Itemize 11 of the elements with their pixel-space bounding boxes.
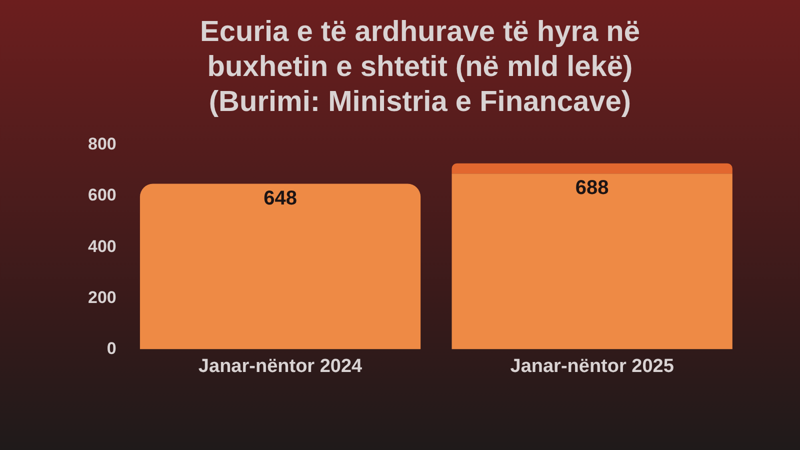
y-tick-label: 400 xyxy=(88,236,116,256)
y-tick-label: 800 xyxy=(88,134,116,154)
data-label: 648 xyxy=(264,187,297,210)
y-tick-label: 0 xyxy=(106,338,116,358)
text: (Burimi: Ministria e Financave) xyxy=(208,85,632,120)
data-label: 688 xyxy=(575,177,609,200)
y-tick-label: 200 xyxy=(88,288,116,307)
chart-title: Ecuria e të ardhurave të hyra në buxhetin e shtetit (në mld lekë) xyxy=(198,15,642,85)
y-tick-label: 600 xyxy=(88,186,116,205)
x-tick-label: Janar-nëntor 2024 xyxy=(198,356,363,377)
x-tick-label: Janar-nëntor 2025 xyxy=(510,356,674,377)
